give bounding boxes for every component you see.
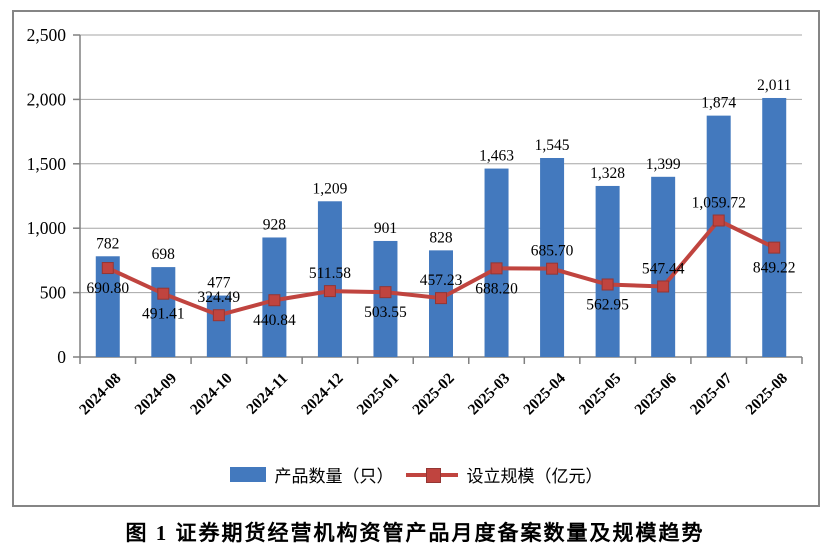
svg-text:828: 828 xyxy=(429,229,453,246)
svg-text:0: 0 xyxy=(57,347,66,367)
legend-label-bar-series: 产品数量（只） xyxy=(274,467,394,486)
svg-text:2,000: 2,000 xyxy=(27,89,67,109)
svg-text:477: 477 xyxy=(207,275,231,292)
svg-text:2024-12: 2024-12 xyxy=(298,370,347,419)
svg-text:685.70: 685.70 xyxy=(531,243,574,260)
svg-text:901: 901 xyxy=(374,220,397,237)
svg-text:1,000: 1,000 xyxy=(27,218,67,238)
svg-text:688.20: 688.20 xyxy=(475,280,518,297)
svg-text:2025-04: 2025-04 xyxy=(520,370,569,419)
svg-text:2,011: 2,011 xyxy=(757,77,791,94)
svg-text:2024-11: 2024-11 xyxy=(243,370,291,418)
legend-item-line-series: 设立规模（亿元） xyxy=(405,462,603,487)
svg-text:547.44: 547.44 xyxy=(642,260,685,277)
svg-text:2025-07: 2025-07 xyxy=(687,370,736,419)
svg-text:928: 928 xyxy=(263,216,287,233)
chart-legend: 产品数量（只） 设立规模（亿元） xyxy=(14,462,818,487)
svg-text:324.49: 324.49 xyxy=(198,289,241,306)
svg-text:2024-10: 2024-10 xyxy=(187,370,236,419)
legend-item-bar-series: 产品数量（只） xyxy=(229,462,394,487)
svg-text:690.80: 690.80 xyxy=(86,280,129,297)
figure-caption: 图 1 证券期货经营机构资管产品月度备案数量及规模趋势 xyxy=(125,521,705,545)
chart-frame: 0 500 1,000 1,500 2,000 2,500 2024-08 2024-09 20… xyxy=(12,10,820,507)
svg-text:1,545: 1,545 xyxy=(535,137,570,154)
svg-text:782: 782 xyxy=(96,235,119,252)
svg-text:562.95: 562.95 xyxy=(586,296,629,313)
svg-text:698: 698 xyxy=(152,246,176,263)
bar-series-swatch-icon xyxy=(229,467,266,482)
line-swatch-square xyxy=(425,468,441,483)
svg-text:2025-03: 2025-03 xyxy=(465,370,514,419)
svg-text:2025-08: 2025-08 xyxy=(743,370,792,419)
line-series-swatch-icon xyxy=(405,468,458,483)
svg-text:503.55: 503.55 xyxy=(364,304,407,321)
svg-text:440.84: 440.84 xyxy=(253,312,296,329)
svg-text:1,059.72: 1,059.72 xyxy=(692,195,746,212)
svg-text:1,874: 1,874 xyxy=(701,95,736,112)
svg-text:511.58: 511.58 xyxy=(309,265,351,282)
svg-text:2025-02: 2025-02 xyxy=(409,370,458,419)
svg-text:1,209: 1,209 xyxy=(312,180,347,197)
svg-text:2024-09: 2024-09 xyxy=(132,370,181,419)
svg-text:457.23: 457.23 xyxy=(420,272,463,289)
svg-text:849.22: 849.22 xyxy=(753,260,796,277)
svg-text:500: 500 xyxy=(40,283,67,303)
svg-text:1,399: 1,399 xyxy=(646,156,681,173)
svg-text:1,463: 1,463 xyxy=(479,148,514,165)
svg-text:1,500: 1,500 xyxy=(27,154,67,174)
svg-text:2025-01: 2025-01 xyxy=(354,370,403,419)
svg-text:2024-08: 2024-08 xyxy=(76,370,125,419)
svg-text:2025-06: 2025-06 xyxy=(631,370,680,419)
svg-text:1,328: 1,328 xyxy=(590,165,625,182)
svg-text:2,500: 2,500 xyxy=(27,25,67,45)
svg-text:2025-05: 2025-05 xyxy=(576,370,625,419)
svg-text:491.41: 491.41 xyxy=(142,306,185,323)
legend-label-line-series: 设立规模（亿元） xyxy=(466,467,603,486)
